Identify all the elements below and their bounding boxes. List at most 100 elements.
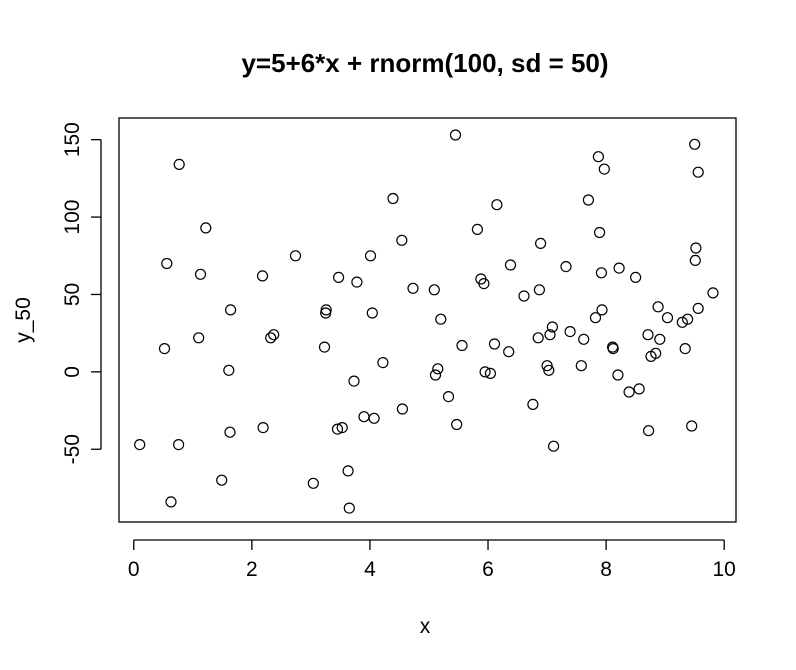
- data-point: [428, 284, 440, 296]
- data-point: [449, 129, 462, 141]
- data-point: [661, 312, 674, 324]
- x-axis: 0 2 4 6 8 10: [128, 539, 736, 581]
- data-point: [592, 151, 605, 163]
- data-point: [161, 257, 173, 270]
- data-point: [456, 339, 468, 352]
- data-point: [596, 304, 608, 316]
- data-point: [681, 313, 694, 325]
- data-point: [582, 194, 595, 206]
- data-point: [333, 271, 345, 283]
- data-point: [612, 369, 624, 381]
- data-point: [364, 250, 377, 262]
- data-point: [471, 223, 483, 235]
- data-point: [560, 261, 572, 273]
- data-point: [629, 271, 642, 283]
- data-point: [686, 420, 698, 432]
- data-point: [342, 465, 354, 477]
- data-point: [518, 290, 530, 302]
- data-point: [134, 439, 146, 451]
- data-point: [534, 237, 547, 249]
- data-point: [429, 369, 442, 381]
- data-point: [158, 343, 171, 355]
- data-point: [396, 234, 408, 246]
- y-axis: -50 0 50 100 150: [61, 122, 102, 464]
- data-point: [564, 326, 576, 338]
- data-point: [358, 411, 370, 423]
- data-point: [707, 287, 719, 299]
- data-point: [543, 364, 555, 376]
- y-tick-label: 50: [61, 283, 84, 306]
- data-point: [654, 333, 666, 345]
- data-point: [689, 138, 701, 150]
- data-point: [225, 304, 237, 316]
- x-tick-label: 6: [482, 558, 494, 581]
- data-point: [387, 192, 399, 205]
- data-point: [533, 284, 546, 296]
- data-point: [265, 332, 277, 344]
- data-point: [216, 474, 228, 486]
- y-tick-label: 150: [61, 122, 84, 157]
- data-point: [435, 313, 447, 325]
- data-point: [692, 166, 704, 178]
- y-tick-label: 0: [61, 366, 84, 378]
- data-point: [331, 423, 344, 435]
- x-tick-label: 4: [364, 558, 376, 581]
- data-point: [165, 496, 177, 508]
- data-point: [268, 329, 280, 341]
- x-tick-label: 0: [128, 558, 140, 581]
- data-point: [503, 346, 515, 358]
- data-point: [642, 329, 654, 341]
- chart-title: y=5+6*x + rnorm(100, sd = 50): [241, 48, 608, 78]
- data-point: [593, 226, 606, 239]
- data-point: [368, 412, 380, 424]
- data-point: [366, 307, 378, 319]
- x-tick-label: 8: [600, 558, 612, 581]
- data-point: [623, 386, 635, 398]
- data-point: [544, 329, 556, 341]
- data-point: [396, 403, 408, 415]
- data-point: [173, 439, 185, 451]
- data-point: [289, 250, 302, 262]
- data-points: [134, 129, 719, 514]
- data-point: [173, 158, 185, 170]
- data-point: [320, 304, 332, 316]
- data-point: [527, 398, 539, 410]
- plot-frame: [118, 117, 737, 523]
- data-point: [478, 278, 490, 290]
- data-point: [224, 426, 236, 438]
- data-point: [689, 254, 701, 266]
- data-point: [377, 357, 389, 369]
- data-point: [223, 364, 235, 376]
- data-point: [451, 418, 463, 431]
- data-point: [491, 199, 503, 211]
- data-point: [504, 259, 517, 271]
- data-point: [351, 276, 363, 288]
- x-tick-label: 10: [713, 558, 736, 581]
- data-point: [307, 477, 319, 489]
- data-point: [642, 425, 655, 437]
- data-point: [575, 360, 587, 372]
- data-point: [692, 302, 704, 314]
- y-tick-label: 100: [61, 200, 84, 235]
- data-point: [541, 360, 553, 372]
- data-point: [484, 367, 496, 379]
- y-axis-label: y_50: [12, 297, 35, 343]
- data-point: [343, 502, 355, 514]
- data-point: [607, 343, 619, 355]
- data-point: [652, 301, 664, 313]
- data-point: [256, 270, 269, 282]
- data-point: [589, 312, 602, 324]
- y-tick-label: -50: [61, 434, 84, 464]
- data-point: [532, 332, 544, 344]
- data-point: [194, 268, 207, 280]
- data-point: [193, 332, 205, 344]
- data-point: [348, 375, 360, 387]
- data-point: [257, 422, 269, 434]
- data-point: [598, 163, 610, 175]
- data-point: [200, 222, 212, 234]
- data-point: [488, 338, 501, 350]
- data-point: [595, 267, 608, 279]
- data-point: [650, 347, 662, 359]
- x-tick-label: 2: [246, 558, 258, 581]
